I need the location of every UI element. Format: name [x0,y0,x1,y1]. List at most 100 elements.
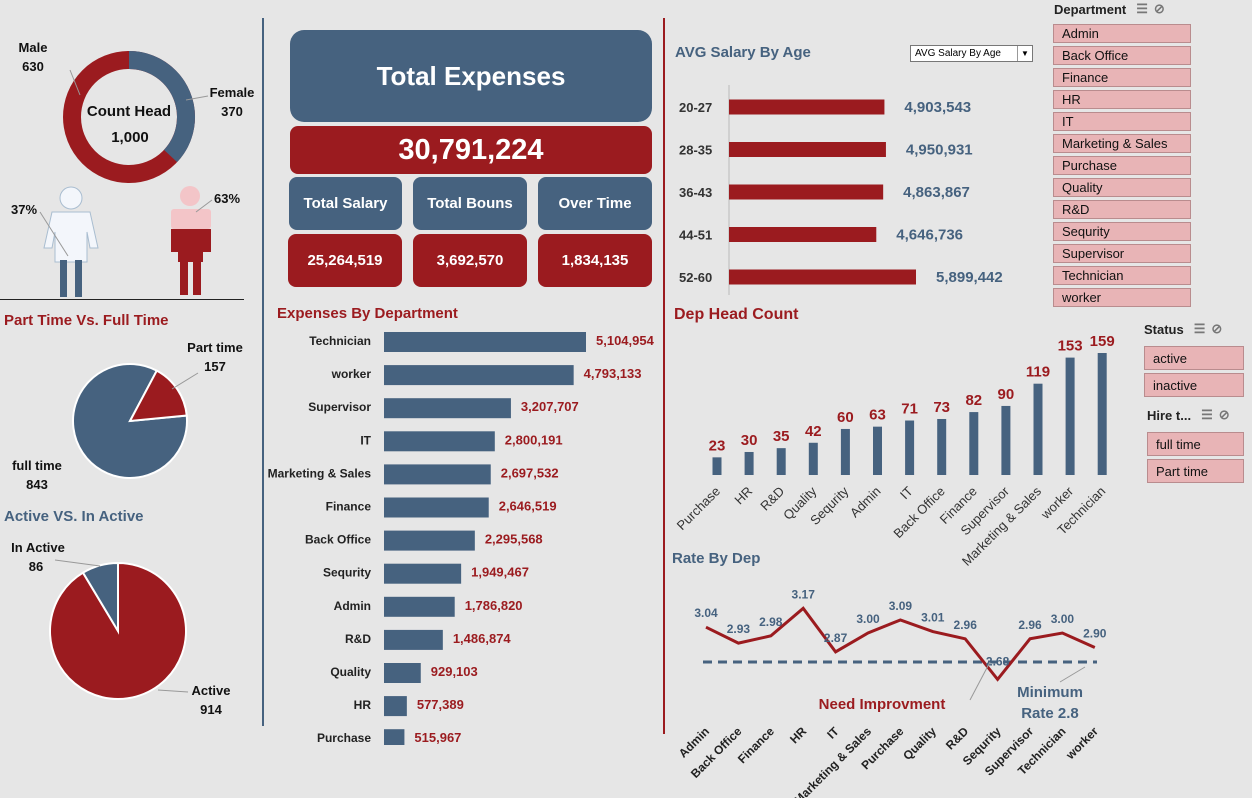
rate-tick-label: R&D [943,724,972,753]
chevron-down-icon[interactable]: ▼ [1017,46,1032,61]
headcount-donut-chart: Count Head 1,000 Male 630 Female 370 37%… [11,40,255,297]
slicer-item[interactable]: worker [1053,288,1191,307]
clear-filter-icon[interactable]: ⊘ [1211,321,1229,336]
rate-data-label: 3.00 [1051,612,1075,626]
dept-bar [384,563,462,584]
clear-filter-icon[interactable]: ⊘ [1153,1,1171,16]
headcount-data-label: 153 [1058,338,1083,355]
slicer-item[interactable]: Sequrity [1053,222,1191,241]
donut-female-arc [128,51,195,163]
headcount-tick-label: Purchase [674,484,723,533]
multi-select-icon[interactable]: ☰ [1201,407,1219,422]
female-pct-leader [39,211,69,257]
female-value: 370 [221,104,243,119]
total-salary-label: Total Salary [289,177,402,230]
headcount-bar [808,442,818,475]
rate-data-label: 3.04 [694,606,718,620]
dept-data-label: 2,697,532 [501,465,559,480]
headcount-data-label: 90 [998,386,1015,403]
slicer-item[interactable]: Technician [1053,266,1191,285]
expenses-dept-title: Expenses By Department [277,305,458,322]
avg-salary-by-age-chart: 20-27 4,903,543 28-35 4,950,931 36-43 4,863,8… [679,85,1003,295]
rate-data-label: 3.09 [889,599,913,613]
dept-tick-label: Finance [326,500,372,514]
slicer-item[interactable]: IT [1053,112,1191,131]
dept-bar [384,696,407,717]
dep-headcount-chart: 23Purchase30HR35R&D42Quality60Sequrity63… [674,333,1115,569]
age-tick-label: 52-60 [679,270,712,285]
slicer-item[interactable]: Supervisor [1053,244,1191,263]
age-bar [729,184,884,200]
male-leader-line [69,69,81,96]
active-leader [157,689,189,693]
dept-tick-label: Supervisor [308,400,371,414]
headcount-bar [873,426,882,475]
headcount-bar [840,428,850,475]
dept-data-label: 577,389 [417,697,464,712]
male-label: Male [19,40,48,55]
avg-salary-dropdown[interactable]: AVG Salary By Age ▼ [910,45,1033,62]
age-tick-label: 28-35 [679,143,712,158]
part-time-value: 157 [204,359,226,374]
expenses-by-department-chart: Technician 5,104,954 worker 4,793,133 Superv… [268,332,655,745]
dept-tick-label: Back Office [305,533,371,547]
pie-inactive-slice [81,561,119,635]
dept-tick-label: Marketing & Sales [268,466,372,480]
full-time-value: 843 [26,477,48,492]
headcount-tick-label: IT [897,483,916,502]
dept-data-label: 3,207,707 [521,399,579,414]
slicer-item[interactable]: active [1144,346,1244,370]
total-expenses-title: Total Expenses [290,30,652,122]
age-bar [729,269,916,285]
female-leader-line [185,95,209,101]
part-time-leader [171,372,199,390]
slicer-item[interactable]: HR [1053,90,1191,109]
female-label: Female [210,85,255,100]
inactive-label: In Active [11,540,65,555]
overtime-label: Over Time [538,177,652,230]
dept-bar [384,497,489,518]
active-title: Active VS. In Active [4,508,144,525]
age-tick-label: 36-43 [679,185,712,200]
rate-data-label: 2.98 [759,615,783,629]
dept-data-label: 2,295,568 [485,532,543,547]
slicer-item[interactable]: Part time [1147,459,1244,483]
pie-part-time-slice [128,369,188,423]
hire-slicer-title: Hire t... [1147,407,1192,423]
age-bar [729,227,877,242]
slicer-item[interactable]: R&D [1053,200,1191,219]
donut-center-title: Count Head [87,103,171,120]
dept-data-label: 1,786,820 [465,598,523,613]
slicer-item[interactable]: full time [1147,432,1244,456]
hire-slicer-header: Hire t... ☰⊘ [1147,407,1236,423]
slicer-item[interactable]: Quality [1053,178,1191,197]
dept-tick-label: HR [354,698,372,712]
inactive-value: 86 [29,559,43,574]
headcount-bar [712,457,722,475]
rate-line [705,606,1096,682]
active-label: Active [191,683,230,698]
slicer-item[interactable]: inactive [1144,373,1244,397]
part-full-title: Part Time Vs. Full Time [4,312,169,329]
part-full-pie-chart: Part time 157 full time 843 [12,340,243,492]
dept-data-label: 929,103 [431,664,478,679]
dept-data-label: 2,800,191 [505,432,563,447]
rate-data-label: 3.00 [856,612,880,626]
dept-tick-label: Technician [309,334,371,348]
rate-data-label: 2.68 [986,654,1010,668]
clear-filter-icon[interactable]: ⊘ [1218,407,1236,422]
divider-horizontal [0,299,244,300]
slicer-item[interactable]: Marketing & Sales [1053,134,1191,153]
multi-select-icon[interactable]: ☰ [1193,321,1212,336]
divider-right [663,18,665,734]
rate-tick-label: IT [824,724,842,742]
slicer-item[interactable]: Admin [1053,24,1191,43]
male-pct-leader [195,199,213,213]
dept-bar [384,596,455,617]
slicer-item[interactable]: Back Office [1053,46,1191,65]
headcount-tick-label: Admin [847,484,884,521]
slicer-item[interactable]: Purchase [1053,156,1191,175]
multi-select-icon[interactable]: ☰ [1136,1,1154,16]
slicer-item[interactable]: Finance [1053,68,1191,87]
